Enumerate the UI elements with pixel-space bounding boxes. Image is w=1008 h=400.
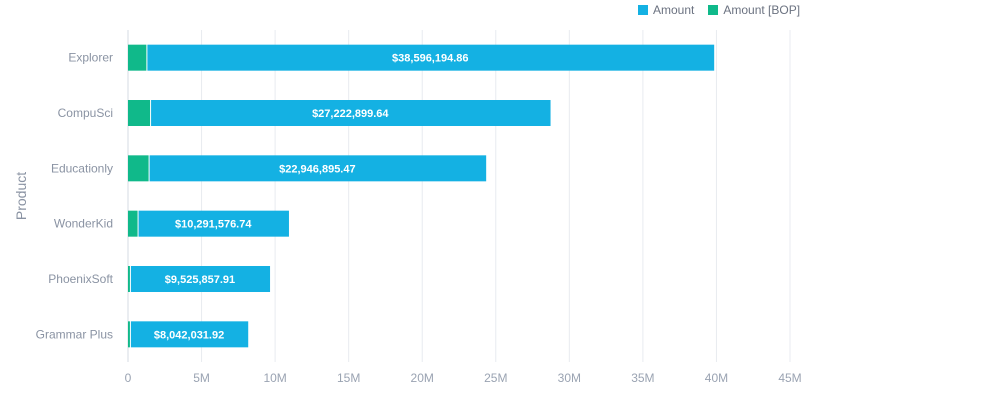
bar-amount[interactable] — [151, 100, 551, 126]
legend-item-amount[interactable]: Amount — [638, 3, 694, 17]
bar-amount[interactable] — [130, 321, 249, 348]
bars: $38,596,194.86 $27,222,899.64 $22,946,895.… — [128, 44, 715, 348]
legend-swatch-amount-bop — [708, 5, 719, 15]
bar-amount-bop[interactable] — [128, 266, 130, 292]
bar-amount-bop[interactable] — [128, 100, 151, 126]
legend-label-amount: Amount — [653, 3, 695, 17]
legend-item-amount-bop[interactable]: Amount [BOP] — [708, 3, 800, 17]
bar-data-label: $38,596,194.86 — [392, 53, 468, 65]
chart-legend: Amount Amount [BOP] — [638, 3, 800, 17]
bar-amount-bop[interactable] — [128, 321, 130, 348]
bar-amount-bop[interactable] — [128, 44, 147, 71]
bar-data-label: $27,222,899.64 — [312, 108, 389, 120]
bar-amount[interactable] — [147, 44, 715, 71]
x-tick-label: 5M — [193, 371, 210, 385]
y-category-label: Grammar Plus — [36, 327, 113, 341]
y-category-label: Explorer — [68, 51, 113, 65]
x-tick-label: 20M — [411, 371, 434, 385]
bar-amount-bop[interactable] — [128, 210, 138, 237]
x-tick-label: 35M — [631, 371, 654, 385]
bar-data-label: $8,042,031.92 — [154, 329, 224, 341]
y-axis-title: Product — [13, 172, 29, 220]
bar-data-label: $22,946,895.47 — [279, 163, 355, 175]
bar-amount[interactable] — [138, 210, 289, 237]
x-axis-ticks: 0 5M 10M 15M 20M 25M 30M 35M 40M 45M — [125, 371, 802, 385]
x-tick-label: 25M — [484, 371, 507, 385]
x-tick-label: 10M — [263, 371, 286, 385]
y-category-label: WonderKid — [54, 217, 113, 231]
bar-amount-bop[interactable] — [128, 155, 149, 182]
bar-amount[interactable] — [130, 266, 271, 292]
x-tick-label: 15M — [337, 371, 360, 385]
grid-lines — [127, 30, 791, 362]
y-category-label: Educationly — [51, 161, 113, 175]
bar-data-label: $10,291,576.74 — [175, 219, 252, 231]
x-tick-label: 0 — [125, 371, 132, 385]
y-category-label: PhoenixSoft — [48, 272, 113, 286]
bar-amount[interactable] — [149, 155, 487, 182]
y-axis-categories: Explorer CompuSci Educationly WonderKid Phoe… — [36, 51, 114, 342]
y-category-label: CompuSci — [58, 106, 113, 120]
x-tick-label: 45M — [778, 371, 801, 385]
x-tick-label: 40M — [705, 371, 728, 385]
x-tick-label: 30M — [558, 371, 581, 385]
bar-data-label: $9,525,857.91 — [165, 274, 235, 286]
legend-label-amount-bop: Amount [BOP] — [723, 3, 801, 17]
legend-swatch-amount — [638, 5, 648, 15]
